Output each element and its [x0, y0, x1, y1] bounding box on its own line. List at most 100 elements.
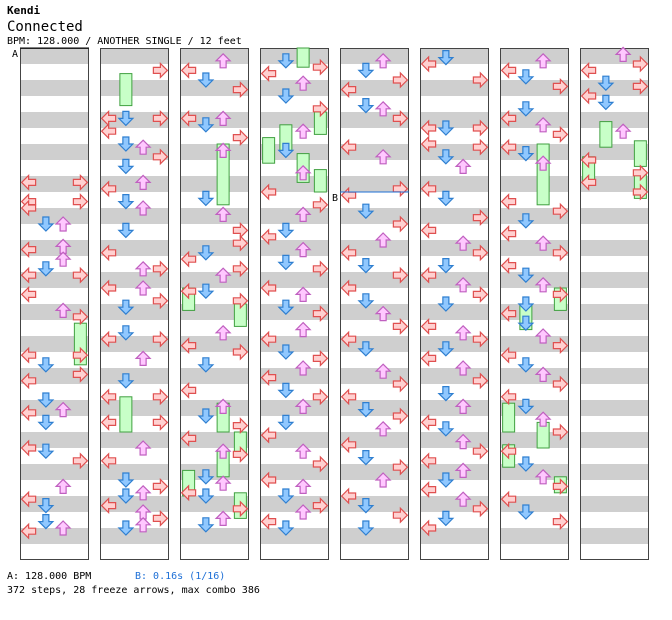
arrow-up-icon [454, 324, 472, 341]
beat-stripe [20, 400, 89, 416]
arrow-right-icon [152, 388, 169, 406]
arrow-down-icon [197, 517, 215, 533]
arrow-down-icon [277, 142, 295, 159]
arrow-left-icon [180, 337, 197, 355]
beat-stripe [580, 432, 649, 448]
arrow-right-icon [552, 77, 569, 95]
arrow-right-icon [472, 138, 489, 156]
arrow-up-icon [294, 360, 312, 376]
beat-stripe [180, 432, 249, 448]
arrow-up-icon [534, 235, 552, 251]
arrow-up-icon [134, 350, 152, 366]
arrow-down-icon [197, 72, 215, 88]
beat-stripe [100, 464, 169, 480]
arrow-right-icon [232, 343, 249, 361]
beat-stripe [340, 48, 409, 64]
beat-stripe [260, 400, 329, 416]
beat-stripe [20, 368, 89, 384]
arrow-up-icon [134, 440, 152, 456]
arrow-down-icon [517, 69, 535, 85]
arrow-left-icon [100, 122, 117, 140]
arrow-down-icon [517, 398, 535, 415]
arrow-down-icon [517, 504, 535, 520]
arrow-left-icon [180, 429, 197, 447]
arrow-down-icon [37, 498, 55, 514]
arrow-down-icon [37, 513, 55, 530]
beat-stripe [500, 368, 569, 384]
beat-stripe [580, 528, 649, 544]
arrow-left-icon [180, 282, 197, 300]
arrow-right-icon [552, 125, 569, 143]
song-title: Connected [7, 19, 83, 35]
arrow-left-icon [180, 484, 197, 502]
beat-stripe [340, 80, 409, 96]
arrow-right-icon [312, 100, 329, 118]
beat-stripe [180, 528, 249, 544]
arrow-down-icon [357, 450, 375, 466]
arrow-down-icon [357, 258, 375, 274]
arrow-right-icon [472, 500, 489, 518]
beat-stripe [340, 336, 409, 352]
beat-stripe [420, 112, 489, 128]
beat-stripe [500, 336, 569, 352]
beat-stripe [500, 48, 569, 64]
arrow-left-icon [260, 513, 277, 531]
arrow-up-icon [534, 366, 552, 382]
arrow-left-icon [420, 481, 437, 499]
arrow-left-icon [100, 497, 117, 515]
arrow-left-icon [420, 180, 437, 198]
arrow-down-icon [37, 392, 55, 408]
beat-stripe [420, 304, 489, 320]
arrow-right-icon [232, 292, 249, 310]
arrow-down-icon [37, 216, 55, 232]
beat-stripe [20, 528, 89, 544]
arrow-right-icon [312, 455, 329, 473]
arrow-right-icon [152, 109, 169, 127]
arrow-right-icon [232, 81, 249, 99]
arrow-right-icon [552, 513, 569, 531]
beat-stripe [20, 240, 89, 256]
beat-stripe [500, 464, 569, 480]
arrow-left-icon [20, 241, 37, 259]
arrow-up-icon [534, 116, 552, 133]
arrow-up-icon [294, 75, 312, 91]
arrow-right-icon [392, 71, 409, 89]
beat-stripe [340, 400, 409, 416]
beat-stripe [500, 208, 569, 224]
arrow-right-icon [152, 61, 169, 79]
arrow-right-icon [312, 196, 329, 214]
arrow-down-icon [197, 245, 215, 261]
beat-stripe [20, 208, 89, 224]
arrow-up-icon [134, 484, 152, 501]
beat-stripe [260, 80, 329, 96]
beat-stripe [100, 304, 169, 320]
arrow-left-icon [340, 81, 357, 99]
beat-stripe [180, 144, 249, 160]
arrow-left-icon [420, 519, 437, 537]
arrow-down-icon [437, 510, 455, 527]
beat-stripe [500, 400, 569, 416]
arrow-down-icon [437, 472, 455, 488]
beat-stripe [580, 304, 649, 320]
beat-stripe [100, 240, 169, 256]
arrow-left-icon [100, 180, 117, 198]
beat-stripe [420, 528, 489, 544]
beat-stripe [260, 496, 329, 512]
arrow-right-icon [152, 260, 169, 278]
freeze-arrow-right [633, 140, 647, 167]
arrow-down-icon [437, 120, 455, 136]
arrow-right-icon [152, 148, 169, 166]
stop-marker: B [332, 193, 338, 204]
beat-stripe [260, 304, 329, 320]
arrow-down-icon [197, 469, 215, 485]
arrow-left-icon [420, 413, 437, 431]
arrow-down-icon [277, 520, 295, 536]
beat-stripe [580, 272, 649, 288]
arrow-down-icon [37, 261, 55, 277]
beat-stripe [180, 496, 249, 512]
arrow-down-icon [357, 293, 375, 309]
bpm-change-marker: A [12, 49, 18, 60]
arrow-right-icon [72, 308, 89, 326]
arrow-left-icon [420, 317, 437, 335]
arrow-up-icon [534, 276, 552, 293]
